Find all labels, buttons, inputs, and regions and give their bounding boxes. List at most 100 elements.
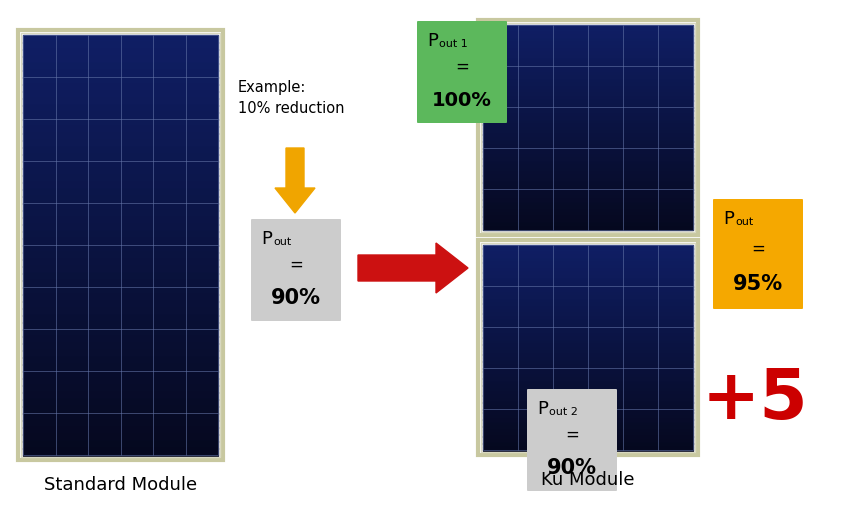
- Bar: [483, 151, 693, 155]
- Bar: [483, 168, 693, 173]
- Bar: [483, 97, 693, 100]
- Bar: [483, 396, 693, 399]
- Bar: [483, 365, 693, 369]
- Bar: [483, 209, 693, 214]
- Bar: [483, 134, 693, 138]
- Bar: [483, 307, 693, 310]
- Bar: [23, 434, 218, 441]
- Bar: [483, 148, 693, 152]
- Bar: [23, 210, 218, 217]
- Bar: [483, 375, 693, 379]
- Bar: [483, 419, 693, 423]
- Bar: [483, 203, 693, 207]
- Bar: [483, 100, 693, 104]
- Text: out: out: [273, 237, 291, 247]
- Bar: [23, 140, 218, 147]
- FancyBboxPatch shape: [713, 199, 803, 309]
- Bar: [483, 351, 693, 355]
- Bar: [23, 245, 218, 252]
- Bar: [483, 114, 693, 118]
- Bar: [483, 76, 693, 80]
- Bar: [18, 30, 223, 460]
- Text: 100%: 100%: [432, 90, 492, 109]
- Bar: [23, 315, 218, 322]
- Bar: [483, 145, 693, 148]
- Bar: [483, 179, 693, 183]
- Bar: [483, 165, 693, 169]
- Bar: [483, 220, 693, 224]
- Bar: [483, 266, 693, 269]
- Bar: [483, 358, 693, 362]
- Bar: [483, 423, 693, 427]
- Bar: [483, 320, 693, 324]
- Bar: [483, 416, 693, 420]
- Bar: [23, 203, 218, 210]
- Bar: [483, 327, 693, 331]
- Bar: [23, 406, 218, 413]
- Bar: [23, 364, 218, 371]
- Bar: [483, 382, 693, 386]
- Text: P: P: [723, 210, 734, 228]
- Bar: [483, 399, 693, 403]
- Bar: [23, 70, 218, 77]
- Bar: [483, 182, 693, 186]
- Bar: [483, 104, 693, 107]
- Bar: [23, 350, 218, 358]
- Bar: [23, 448, 218, 456]
- Bar: [483, 93, 693, 97]
- Bar: [23, 189, 218, 197]
- Bar: [483, 337, 693, 341]
- Bar: [483, 282, 693, 287]
- Bar: [23, 266, 218, 274]
- Bar: [483, 447, 693, 450]
- Bar: [23, 252, 218, 259]
- Bar: [483, 334, 693, 338]
- Bar: [483, 79, 693, 84]
- Bar: [23, 147, 218, 155]
- Bar: [483, 227, 693, 230]
- Bar: [483, 433, 693, 437]
- Bar: [483, 344, 693, 348]
- Text: Example:
10% reduction: Example: 10% reduction: [238, 80, 345, 116]
- Text: out: out: [735, 217, 753, 227]
- Bar: [23, 133, 218, 140]
- Bar: [483, 32, 693, 36]
- Bar: [483, 443, 693, 447]
- FancyArrow shape: [275, 148, 315, 213]
- Bar: [23, 112, 218, 119]
- Text: P: P: [427, 32, 438, 50]
- Text: Ku Module: Ku Module: [541, 471, 635, 489]
- Text: out 1: out 1: [439, 39, 467, 49]
- Bar: [483, 138, 693, 141]
- Bar: [23, 392, 218, 400]
- Bar: [483, 355, 693, 358]
- Text: out 2: out 2: [549, 407, 578, 417]
- Bar: [483, 412, 693, 417]
- Bar: [23, 322, 218, 329]
- Bar: [483, 155, 693, 159]
- Bar: [483, 83, 693, 87]
- Bar: [483, 199, 693, 203]
- Bar: [483, 378, 693, 382]
- Text: =: =: [565, 426, 579, 444]
- Bar: [23, 259, 218, 267]
- Bar: [483, 73, 693, 77]
- Bar: [483, 196, 693, 200]
- Bar: [483, 63, 693, 66]
- Bar: [23, 336, 218, 343]
- Bar: [483, 107, 693, 111]
- Bar: [23, 385, 218, 392]
- Bar: [483, 313, 693, 317]
- Bar: [23, 273, 218, 280]
- Bar: [483, 66, 693, 70]
- Text: P: P: [537, 400, 548, 418]
- Bar: [483, 28, 693, 32]
- Bar: [483, 330, 693, 335]
- Bar: [23, 420, 218, 428]
- Bar: [483, 310, 693, 314]
- Bar: [483, 368, 693, 372]
- Bar: [23, 413, 218, 420]
- FancyBboxPatch shape: [251, 219, 341, 321]
- Bar: [483, 317, 693, 321]
- Bar: [23, 294, 218, 301]
